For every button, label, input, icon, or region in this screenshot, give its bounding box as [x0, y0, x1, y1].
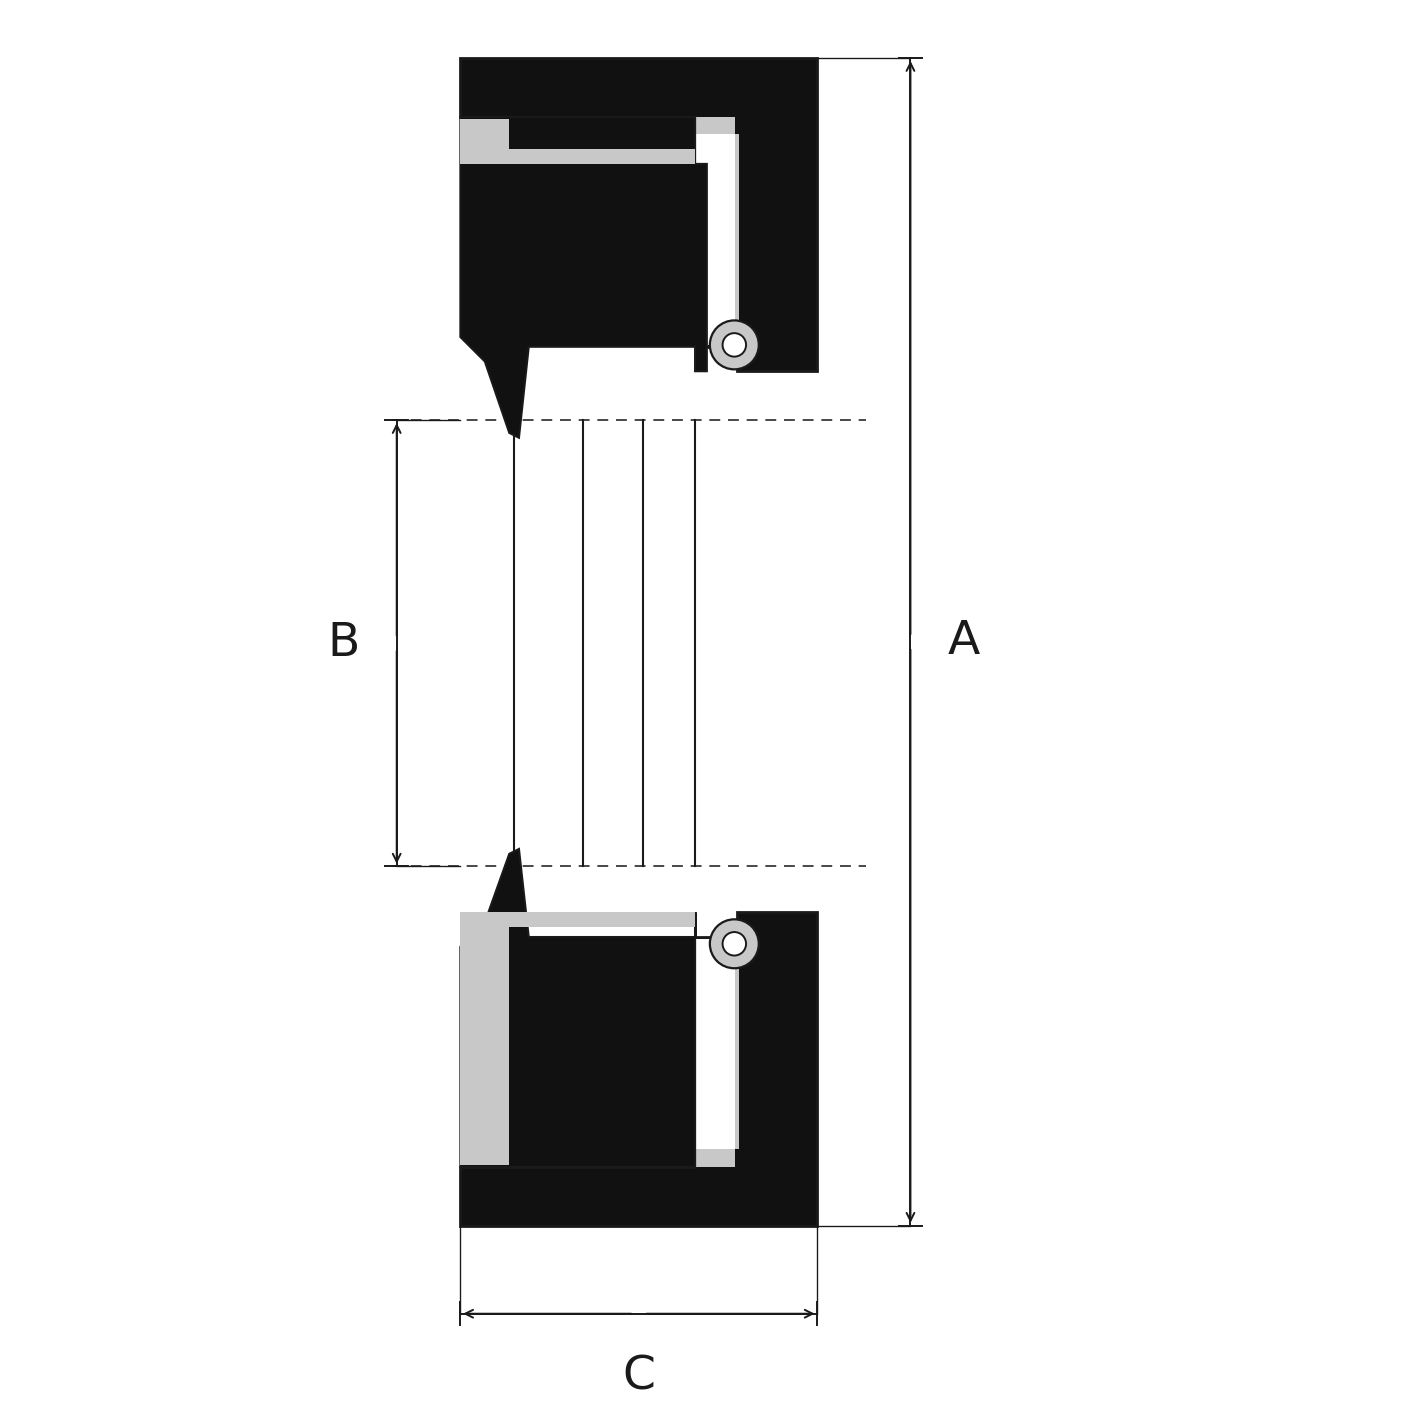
Polygon shape: [463, 117, 735, 135]
Polygon shape: [463, 1149, 735, 1167]
Polygon shape: [460, 912, 695, 927]
Polygon shape: [460, 149, 695, 165]
Polygon shape: [735, 135, 740, 344]
Polygon shape: [735, 939, 740, 1149]
Text: C: C: [623, 1355, 655, 1400]
Circle shape: [723, 333, 747, 357]
Polygon shape: [460, 117, 707, 437]
Circle shape: [710, 321, 759, 370]
Polygon shape: [460, 58, 817, 371]
Polygon shape: [460, 120, 509, 149]
Text: A: A: [948, 620, 980, 665]
Polygon shape: [460, 849, 695, 1167]
Text: B: B: [328, 621, 360, 666]
Polygon shape: [463, 135, 735, 344]
Polygon shape: [463, 939, 735, 1149]
Circle shape: [723, 932, 747, 956]
Circle shape: [710, 920, 759, 969]
Polygon shape: [460, 912, 817, 1226]
Polygon shape: [460, 927, 509, 1166]
